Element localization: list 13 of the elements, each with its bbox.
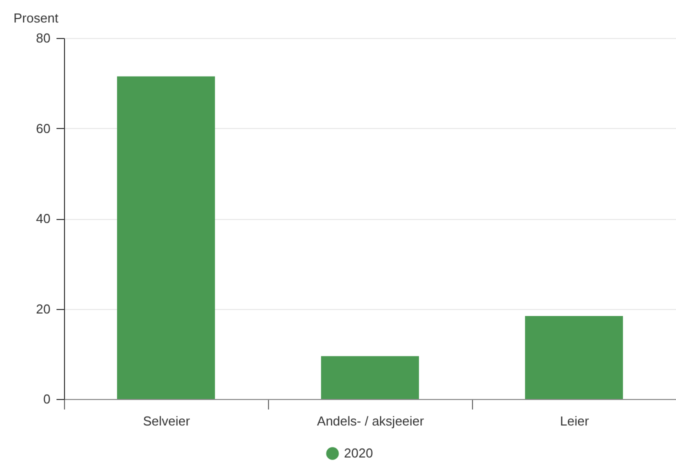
x-tick-label: Leier bbox=[560, 414, 590, 428]
legend-label: 2020 bbox=[344, 446, 373, 460]
y-tick-label: 20 bbox=[36, 301, 50, 316]
y-axis-title: Prosent bbox=[14, 10, 59, 26]
y-tick-label: 40 bbox=[36, 211, 50, 226]
x-tick-label: Andels- / aksjeeier bbox=[317, 414, 425, 428]
bar bbox=[525, 316, 623, 399]
bar bbox=[117, 76, 215, 399]
x-tick-label: Selveier bbox=[143, 414, 191, 428]
y-tick-label: 80 bbox=[36, 30, 50, 46]
y-tick-label: 0 bbox=[43, 392, 50, 406]
y-tick-label: 60 bbox=[36, 120, 50, 136]
bar bbox=[321, 356, 419, 399]
